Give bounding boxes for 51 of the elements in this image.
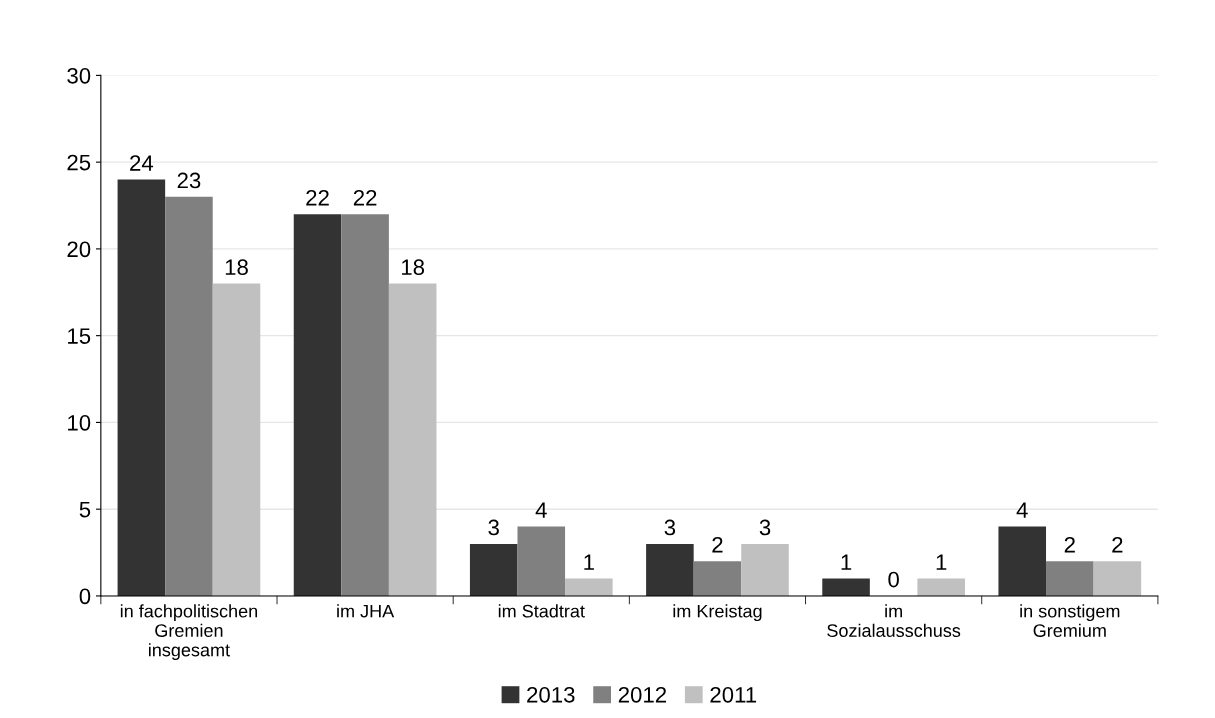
data-label: 2 xyxy=(1064,536,1075,553)
bar xyxy=(741,543,789,596)
y-tick-label: 0 xyxy=(79,588,91,605)
bar xyxy=(341,214,389,596)
bar xyxy=(517,526,566,596)
y-tick-label: 20 xyxy=(67,241,91,258)
bar xyxy=(998,526,1047,596)
data-label: 4 xyxy=(535,502,547,518)
bar xyxy=(212,283,261,596)
legend-label: 2012 xyxy=(618,686,667,703)
data-label: 24 xyxy=(130,155,154,171)
data-label: 22 xyxy=(306,189,329,206)
bar xyxy=(917,578,965,596)
bar xyxy=(165,196,213,596)
x-tick-label: in fachpolitischen Gremien insgesamt xyxy=(120,604,258,660)
bar xyxy=(1046,561,1094,596)
bar xyxy=(1093,561,1142,596)
data-label: 2 xyxy=(1112,536,1123,553)
y-tick-label: 25 xyxy=(67,154,91,171)
x-tick-label: im Sozialausschuss xyxy=(827,604,961,637)
data-label: 1 xyxy=(841,554,852,570)
data-label: 23 xyxy=(177,172,201,189)
bar xyxy=(565,578,613,596)
x-tick-label: im Kreistag xyxy=(673,604,762,622)
bar xyxy=(293,214,342,596)
data-label: 1 xyxy=(936,554,947,570)
y-tick-label: 30 xyxy=(67,67,91,84)
y-tick-label: 15 xyxy=(68,328,91,344)
bar xyxy=(117,179,166,596)
data-label: 0 xyxy=(888,571,899,588)
data-label: 1 xyxy=(584,554,594,570)
legend-label: 2013 xyxy=(527,686,575,703)
bar xyxy=(388,283,437,596)
data-label: 3 xyxy=(488,519,499,536)
data-label: 3 xyxy=(664,519,676,536)
data-label: 18 xyxy=(402,259,425,276)
x-tick-label: im Stadtrat xyxy=(498,604,585,618)
data-label: 2 xyxy=(712,536,723,553)
y-tick-label: 10 xyxy=(68,414,91,431)
bar xyxy=(693,561,742,596)
legend-label: 2011 xyxy=(710,686,757,703)
y-tick-label: 5 xyxy=(79,501,91,518)
bar xyxy=(646,543,694,596)
bar xyxy=(469,543,518,596)
data-label: 3 xyxy=(759,519,771,536)
x-tick-label: im JHA xyxy=(337,604,395,618)
x-tick-label: in sonstigem Gremium xyxy=(1020,604,1120,637)
bar xyxy=(822,578,870,596)
data-label: 22 xyxy=(353,189,377,206)
data-label: 4 xyxy=(1016,502,1028,518)
data-label: 18 xyxy=(225,259,248,276)
